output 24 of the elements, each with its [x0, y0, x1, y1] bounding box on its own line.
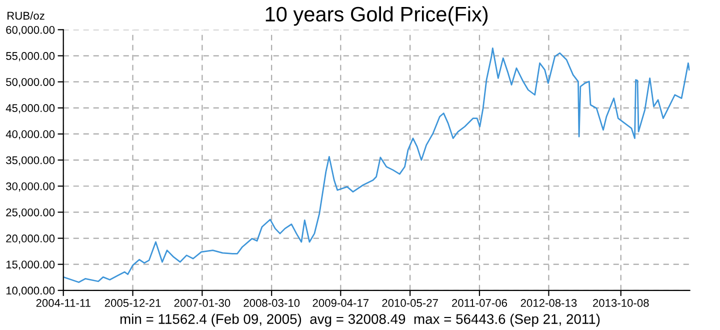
y-tick-label: 45,000.00 — [6, 104, 55, 114]
x-tick-label: 2010-05-27 — [382, 299, 438, 307]
y-tick-label: 25,000.00 — [6, 208, 55, 218]
x-tick-label: 2005-12-21 — [104, 299, 161, 307]
y-tick-label: 60,000.00 — [6, 26, 55, 36]
line-series — [63, 48, 690, 283]
text: min = 11562.4 (Feb 09, 2005) avg = 32008.49 max = 56443.6 (Sep 21, 2011) — [120, 314, 600, 327]
x-tick-label: 2011-07-06 — [452, 299, 507, 307]
x-tick-label: 2012-08-13 — [520, 299, 577, 307]
y-tick-label: 35,000.00 — [6, 156, 55, 166]
y-tick-label: 20,000.00 — [6, 234, 55, 244]
x-tick-label: 2007-01-30 — [174, 299, 230, 307]
y-axis-title: RUB/oz — [8, 12, 44, 20]
y-tick-label: 55,000.00 — [6, 52, 55, 62]
y-tick-label: 15,000.00 — [6, 260, 55, 270]
x-tick-label: 2008-03-10 — [244, 299, 300, 307]
chart-title: 10 years Gold Price(Fix) — [266, 6, 488, 26]
x-tick-label: 2013-10-08 — [593, 299, 649, 307]
x-tick-label: 2004-11-11 — [36, 299, 90, 307]
y-tick-label: 30,000.00 — [6, 182, 55, 192]
y-tick-label: 10,000.00 — [6, 286, 55, 296]
y-tick-label: 50,000.00 — [6, 78, 55, 88]
y-tick-label: 40,000.00 — [6, 130, 55, 140]
x-tick-label: 2009-04-17 — [312, 299, 369, 307]
